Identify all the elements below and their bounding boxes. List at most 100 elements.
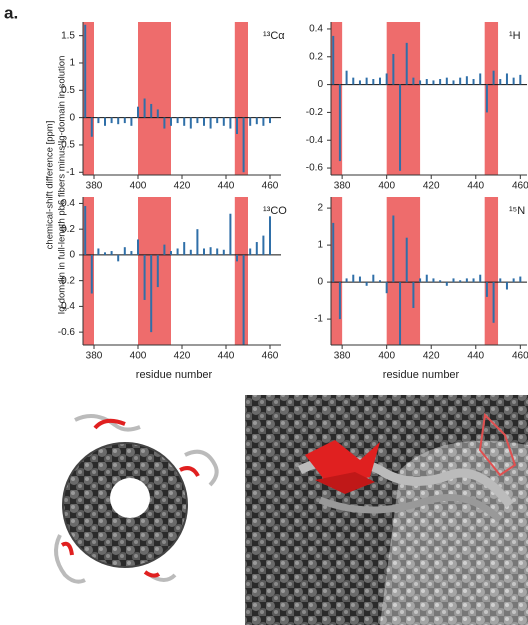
panel: 1.5 1 0.5 0 -0.5 -1 380 400 420 440 460 ¹³Cα <box>58 22 285 192</box>
bar <box>269 216 271 255</box>
x-tick-label: 380 <box>86 351 103 362</box>
bar <box>216 117 219 124</box>
y-tick-label: -0.2 <box>58 275 76 286</box>
bar <box>405 237 408 283</box>
bar <box>117 117 120 125</box>
bar <box>104 252 106 255</box>
x-tick-label: 460 <box>262 181 279 192</box>
bar <box>365 77 368 85</box>
x-tick-label: 460 <box>512 181 528 192</box>
bar <box>196 117 199 124</box>
x-tick-label: 420 <box>174 351 191 362</box>
bar <box>143 98 146 118</box>
bar <box>365 282 368 286</box>
bar <box>97 248 100 255</box>
bar <box>512 278 515 283</box>
x-tick-label: 420 <box>174 181 191 192</box>
bar <box>352 77 355 85</box>
bar <box>445 77 448 85</box>
bar <box>163 244 166 255</box>
bar <box>242 254 245 345</box>
y-tick-label: 0 <box>317 79 323 90</box>
bar <box>269 117 271 124</box>
bar <box>459 280 462 283</box>
panel-label: a. <box>4 3 18 22</box>
bar <box>432 278 435 283</box>
bar <box>209 247 212 255</box>
y-tick-label: 1 <box>317 240 323 251</box>
x-tick-label: 400 <box>130 351 147 362</box>
panel: 0.4 0.2 0 -0.2 -0.4 -0.6 380 400 420 440 460 ¹H <box>306 22 528 192</box>
bar <box>170 251 172 255</box>
y-tick-label: -0.6 <box>306 163 324 174</box>
y-tick-label: -0.5 <box>58 140 76 151</box>
bar <box>512 77 515 85</box>
x-tick-label: 440 <box>218 351 235 362</box>
y-tick-label: -1 <box>66 167 75 178</box>
bar <box>425 274 428 283</box>
bar <box>345 70 348 85</box>
bar <box>249 117 252 126</box>
bar <box>432 80 435 85</box>
shaded-range <box>138 22 171 175</box>
bar <box>110 251 113 255</box>
bar <box>479 73 482 85</box>
panel-title: ¹³Cα <box>263 30 285 42</box>
bar <box>84 206 87 255</box>
bar <box>176 248 179 255</box>
y-tick-label: 0 <box>317 277 323 288</box>
bar <box>338 282 341 320</box>
bar <box>519 74 522 85</box>
bar <box>392 53 395 85</box>
bar <box>472 79 475 85</box>
bar <box>117 254 120 262</box>
bar <box>485 84 488 113</box>
x-tick-label: 400 <box>378 351 395 362</box>
y-tick-label: 1 <box>69 58 75 69</box>
bar <box>392 215 395 283</box>
bar <box>123 117 126 124</box>
bar <box>472 278 475 283</box>
x-tick-label: 400 <box>378 181 395 192</box>
bar <box>236 254 238 262</box>
x-tick-label: 460 <box>512 351 528 362</box>
bar <box>492 282 495 323</box>
bar <box>189 117 192 129</box>
bar <box>499 79 502 85</box>
bar <box>150 103 153 118</box>
bar <box>385 73 388 85</box>
bar <box>399 84 402 171</box>
x-tick-label: 440 <box>467 351 484 362</box>
bar <box>170 117 172 126</box>
bar <box>332 222 335 283</box>
y-axis-label: chemical-shift difference [ppm] Ig-domai… <box>45 56 68 315</box>
bar <box>358 80 361 85</box>
bar <box>104 117 106 126</box>
bar <box>137 106 139 118</box>
bar <box>405 42 408 85</box>
bar <box>255 117 258 125</box>
bar <box>242 117 245 173</box>
bar <box>459 77 462 85</box>
closeup-structure <box>245 395 528 625</box>
y-tick-label: 0.2 <box>309 51 323 62</box>
shaded-range <box>484 197 499 345</box>
shaded-range <box>83 22 94 175</box>
y-tick-label: -0.4 <box>58 301 76 312</box>
panel-title: ¹⁵N <box>509 205 525 217</box>
bar <box>419 278 422 283</box>
bar <box>352 274 355 283</box>
bar <box>358 276 361 283</box>
x-tick-label: 440 <box>218 181 235 192</box>
shaded-range <box>83 197 94 345</box>
bar <box>123 247 126 255</box>
shaded-range <box>234 22 248 175</box>
bar <box>332 35 335 85</box>
bar <box>492 70 495 85</box>
x-axis-label: residue number <box>136 369 213 381</box>
y-tick-label: -0.4 <box>306 135 324 146</box>
y-tick-label: 0.2 <box>61 224 75 235</box>
bar <box>505 282 508 290</box>
bar <box>183 242 186 255</box>
